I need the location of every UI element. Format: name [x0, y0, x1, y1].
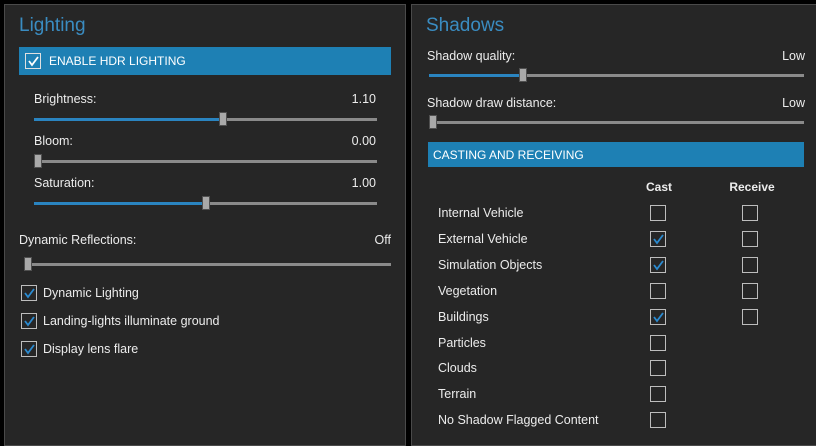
terrain-label: Terrain: [438, 387, 477, 402]
clouds-label: Clouds: [438, 361, 477, 376]
brightness-slider[interactable]: [34, 112, 377, 126]
reflections-value: Off: [374, 233, 391, 247]
shadow-quality-label: Shadow quality:: [427, 49, 516, 63]
shadow-distance-slider[interactable]: [429, 115, 804, 129]
internal-vehicle-cast-checkbox[interactable]: [650, 205, 666, 221]
hdr-lighting-toggle[interactable]: ENABLE HDR LIGHTING: [19, 47, 391, 75]
shadows-panel: Shadows Shadow quality: Low Shadow draw …: [411, 4, 816, 446]
receive-column-header: Receive: [729, 180, 775, 194]
no-shadow-flagged-content-cast-checkbox[interactable]: [650, 412, 666, 429]
check-icon: [28, 56, 39, 67]
shadow-quality-slider[interactable]: [429, 68, 804, 82]
bloom-label: Bloom:: [34, 134, 73, 148]
bloom-value: 0.00: [351, 134, 376, 148]
saturation-label: Saturation:: [34, 176, 95, 190]
vegetation-receive-checkbox[interactable]: [742, 282, 758, 299]
particles-label: Particles: [438, 335, 486, 350]
external-vehicle-label: External Vehicle: [438, 231, 528, 246]
check-icon: [653, 312, 664, 323]
shadows-title: Shadows: [426, 15, 505, 36]
clouds-cast-checkbox[interactable]: [650, 360, 666, 377]
external-vehicle-receive-checkbox[interactable]: [742, 230, 758, 247]
reflections-slider[interactable]: [24, 257, 391, 271]
check-icon: [653, 260, 664, 271]
simulation-objects-label: Simulation Objects: [438, 257, 543, 272]
hdr-checkbox[interactable]: [25, 53, 41, 69]
casting-header: CASTING AND RECEIVING: [428, 142, 804, 167]
internal-vehicle-receive-checkbox[interactable]: [742, 205, 758, 221]
lens-flare-label: Display lens flare: [43, 342, 139, 356]
lighting-panel: Lighting ENABLE HDR LIGHTING Brightness:…: [4, 4, 406, 446]
brightness-slider-fill: [34, 118, 223, 121]
check-icon: [24, 316, 35, 327]
shadow-quality-slider-fill: [429, 74, 523, 77]
particles-cast-checkbox[interactable]: [650, 334, 666, 351]
saturation-slider-fill: [34, 202, 206, 205]
terrain-cast-checkbox[interactable]: [650, 386, 666, 403]
buildings-label: Buildings: [438, 309, 489, 324]
reflections-label: Dynamic Reflections:: [19, 233, 137, 247]
dynamic-lighting-label: Dynamic Lighting: [43, 286, 139, 300]
bloom-slider-thumb[interactable]: [34, 154, 42, 168]
reflections-slider-thumb[interactable]: [24, 257, 32, 271]
buildings-cast-checkbox[interactable]: [650, 308, 666, 325]
simulation-objects-cast-checkbox[interactable]: [650, 256, 666, 273]
check-icon: [24, 344, 35, 355]
saturation-slider-thumb[interactable]: [201, 196, 210, 210]
brightness-label: Brightness:: [34, 92, 97, 106]
landing-lights-checkbox[interactable]: [21, 313, 37, 329]
saturation-value: 1.00: [351, 176, 376, 190]
brightness-value: 1.10: [351, 92, 376, 106]
vegetation-cast-checkbox[interactable]: [650, 282, 666, 299]
hdr-label: ENABLE HDR LIGHTING: [49, 54, 186, 68]
brightness-slider-thumb[interactable]: [218, 112, 227, 126]
check-icon: [653, 234, 664, 245]
lens-flare-checkbox[interactable]: [21, 341, 37, 357]
no-shadow-flagged-content-label: No Shadow Flagged Content: [438, 413, 599, 428]
shadow-quality-value: Low: [782, 49, 805, 63]
bloom-slider[interactable]: [34, 154, 377, 168]
shadow-distance-value: Low: [782, 96, 805, 110]
saturation-slider[interactable]: [34, 196, 377, 210]
landing-lights-label: Landing-lights illuminate ground: [43, 314, 220, 328]
dynamic-lighting-checkbox[interactable]: [21, 285, 37, 301]
buildings-receive-checkbox[interactable]: [742, 308, 758, 325]
vegetation-label: Vegetation: [438, 283, 498, 298]
internal-vehicle-label: Internal Vehicle: [438, 206, 524, 220]
check-icon: [24, 288, 35, 299]
shadow-distance-slider-thumb[interactable]: [429, 115, 437, 129]
lighting-title: Lighting: [19, 15, 86, 36]
simulation-objects-receive-checkbox[interactable]: [742, 256, 758, 273]
shadow-quality-slider-thumb[interactable]: [518, 68, 527, 82]
external-vehicle-cast-checkbox[interactable]: [650, 230, 666, 247]
cast-column-header: Cast: [645, 180, 672, 194]
shadow-distance-label: Shadow draw distance:: [427, 96, 557, 110]
